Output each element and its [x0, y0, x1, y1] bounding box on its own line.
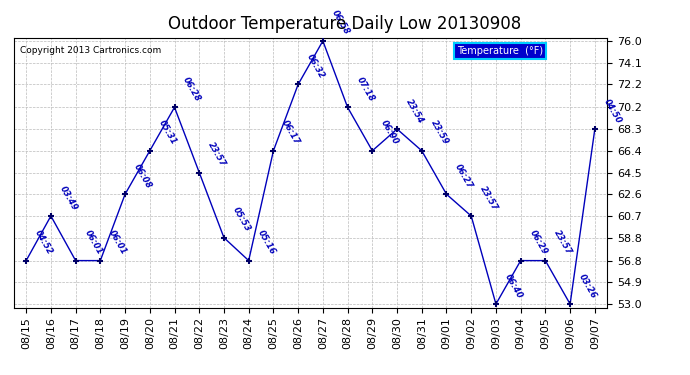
- Text: 05:31: 05:31: [157, 119, 178, 147]
- Text: 06:01: 06:01: [83, 229, 104, 256]
- Text: 06:27: 06:27: [453, 162, 475, 190]
- Text: Outdoor Temperature Daily Low 20130908: Outdoor Temperature Daily Low 20130908: [168, 15, 522, 33]
- Text: 06:90: 06:90: [380, 119, 400, 147]
- Text: 04:52: 04:52: [33, 229, 55, 256]
- Text: 06:01: 06:01: [107, 229, 128, 256]
- Text: 06:58: 06:58: [330, 9, 351, 37]
- Text: 23:57: 23:57: [206, 141, 228, 168]
- Text: 06:28: 06:28: [181, 75, 203, 103]
- Text: Copyright 2013 Cartronics.com: Copyright 2013 Cartronics.com: [20, 46, 161, 55]
- Text: 23:57: 23:57: [552, 229, 573, 256]
- Text: 06:40: 06:40: [503, 272, 524, 300]
- Text: 23:59: 23:59: [428, 119, 450, 147]
- Text: 03:26: 03:26: [577, 272, 598, 300]
- Text: 06:32: 06:32: [305, 53, 326, 80]
- Text: 05:53: 05:53: [231, 206, 252, 234]
- Text: 06:08: 06:08: [132, 162, 153, 190]
- Text: 23:57: 23:57: [478, 184, 500, 212]
- Text: 06:17: 06:17: [280, 119, 302, 147]
- Text: 04:50: 04:50: [602, 97, 623, 125]
- Text: 03:49: 03:49: [58, 184, 79, 212]
- Text: 07:18: 07:18: [355, 75, 376, 103]
- Text: 23:54: 23:54: [404, 97, 425, 125]
- Text: 06:29: 06:29: [528, 229, 549, 256]
- Text: 05:16: 05:16: [255, 229, 277, 256]
- Text: Temperature  (°F): Temperature (°F): [457, 46, 544, 56]
